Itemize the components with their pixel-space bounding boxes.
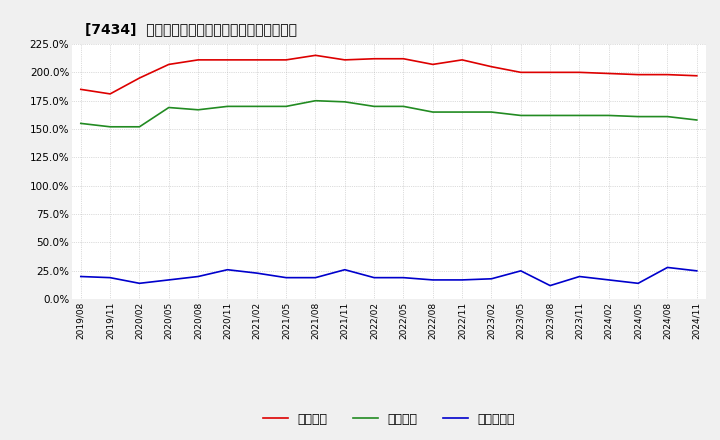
流動比率	[458, 57, 467, 62]
当座比率	[487, 110, 496, 115]
Line: 流動比率: 流動比率	[81, 55, 697, 94]
現預金比率	[135, 281, 144, 286]
流動比率	[693, 73, 701, 78]
当座比率	[282, 104, 290, 109]
流動比率	[487, 64, 496, 70]
Text: [7434]  流動比率、当座比率、現預金比率の推移: [7434] 流動比率、当座比率、現預金比率の推移	[85, 22, 297, 36]
流動比率	[575, 70, 584, 75]
当座比率	[399, 104, 408, 109]
流動比率	[399, 56, 408, 62]
現預金比率	[458, 277, 467, 282]
流動比率	[546, 70, 554, 75]
流動比率	[194, 57, 202, 62]
当座比率	[458, 110, 467, 115]
流動比率	[516, 70, 525, 75]
当座比率	[575, 113, 584, 118]
当座比率	[106, 124, 114, 129]
流動比率	[223, 57, 232, 62]
当座比率	[311, 98, 320, 103]
当座比率	[693, 117, 701, 123]
Line: 現預金比率: 現預金比率	[81, 268, 697, 286]
現預金比率	[399, 275, 408, 280]
流動比率	[135, 75, 144, 81]
流動比率	[370, 56, 379, 62]
現預金比率	[487, 276, 496, 282]
流動比率	[282, 57, 290, 62]
流動比率	[663, 72, 672, 77]
当座比率	[135, 124, 144, 129]
当座比率	[341, 99, 349, 104]
流動比率	[76, 87, 85, 92]
当座比率	[634, 114, 642, 119]
流動比率	[253, 57, 261, 62]
現預金比率	[253, 271, 261, 276]
当座比率	[663, 114, 672, 119]
現預金比率	[546, 283, 554, 288]
現預金比率	[341, 267, 349, 272]
現預金比率	[311, 275, 320, 280]
現預金比率	[575, 274, 584, 279]
当座比率	[428, 110, 437, 115]
当座比率	[253, 104, 261, 109]
流動比率	[106, 91, 114, 96]
現預金比率	[693, 268, 701, 274]
現預金比率	[605, 277, 613, 282]
当座比率	[370, 104, 379, 109]
Line: 当座比率: 当座比率	[81, 101, 697, 127]
現預金比率	[106, 275, 114, 280]
当座比率	[223, 104, 232, 109]
現預金比率	[428, 277, 437, 282]
流動比率	[428, 62, 437, 67]
現預金比率	[516, 268, 525, 274]
当座比率	[164, 105, 173, 110]
当座比率	[76, 121, 85, 126]
流動比率	[605, 71, 613, 76]
現預金比率	[164, 277, 173, 282]
現預金比率	[194, 274, 202, 279]
現預金比率	[282, 275, 290, 280]
当座比率	[516, 113, 525, 118]
当座比率	[605, 113, 613, 118]
現預金比率	[223, 267, 232, 272]
現預金比率	[76, 274, 85, 279]
Legend: 流動比率, 当座比率, 現預金比率: 流動比率, 当座比率, 現預金比率	[263, 413, 515, 425]
現預金比率	[663, 265, 672, 270]
流動比率	[341, 57, 349, 62]
流動比率	[164, 62, 173, 67]
当座比率	[546, 113, 554, 118]
流動比率	[311, 53, 320, 58]
現預金比率	[370, 275, 379, 280]
現預金比率	[634, 281, 642, 286]
流動比率	[634, 72, 642, 77]
当座比率	[194, 107, 202, 113]
